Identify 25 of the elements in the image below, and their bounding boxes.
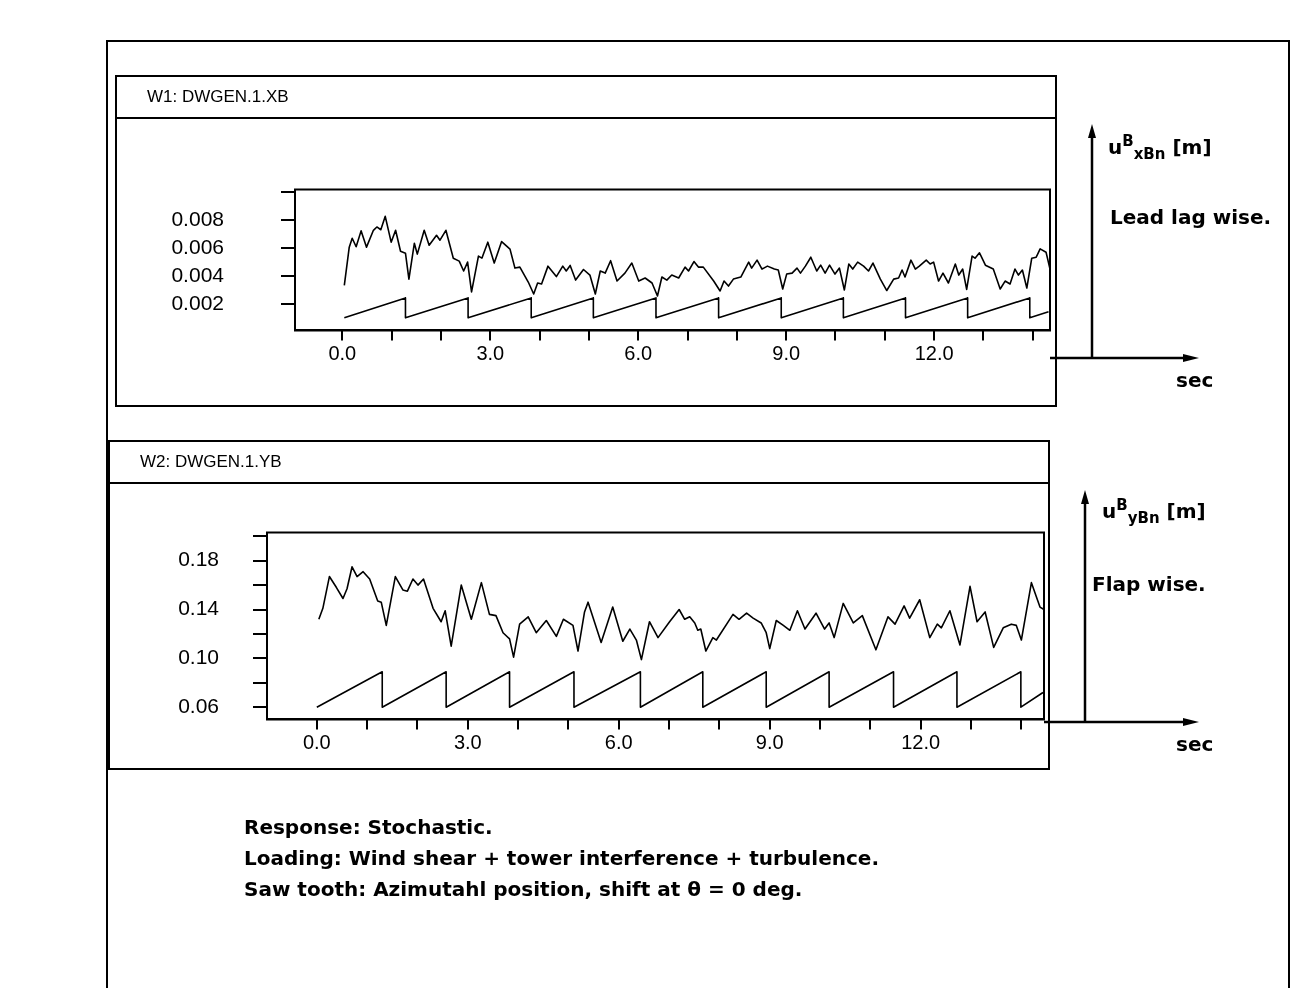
x-tick-label: 3.0 [476,341,505,364]
y-tick-label: 0.06 [178,693,219,717]
x-tick-label: 0.0 [328,341,357,364]
x-tick-label: 9.0 [755,730,784,753]
y-tick-label: 0.18 [178,547,219,571]
x-tick-label: 0.0 [302,730,331,753]
x-tick-label: 6.0 [604,730,633,753]
y-tick-label: 0.14 [178,596,220,620]
x-tick-label: 9.0 [772,341,801,364]
y-tick-label: 0.002 [171,290,224,314]
text: Loading: Wind shear + tower interference + turbulence. [244,846,880,870]
chart-title: W2: DWGEN.1.YB [110,442,1048,484]
chart-title: W1: DWGEN.1.XB [117,77,1055,119]
y-tick-label: 0.004 [171,262,225,286]
text: sec [1176,368,1214,392]
y-tick-label: 0.008 [171,207,224,231]
x-tick-label: 3.0 [453,730,482,753]
x-tick-label: 12.0 [901,730,941,753]
y-tick-label: 0.006 [171,234,224,258]
x-tick-label: 12.0 [914,341,954,364]
text: Saw tooth: Azimutahl position, shift at θ = 0 deg. [244,877,804,901]
y-tick-label: 0.10 [178,645,219,669]
x-tick-label: 6.0 [624,341,653,364]
text: sec [1176,732,1214,756]
text: Response: Stochastic. [244,815,494,839]
